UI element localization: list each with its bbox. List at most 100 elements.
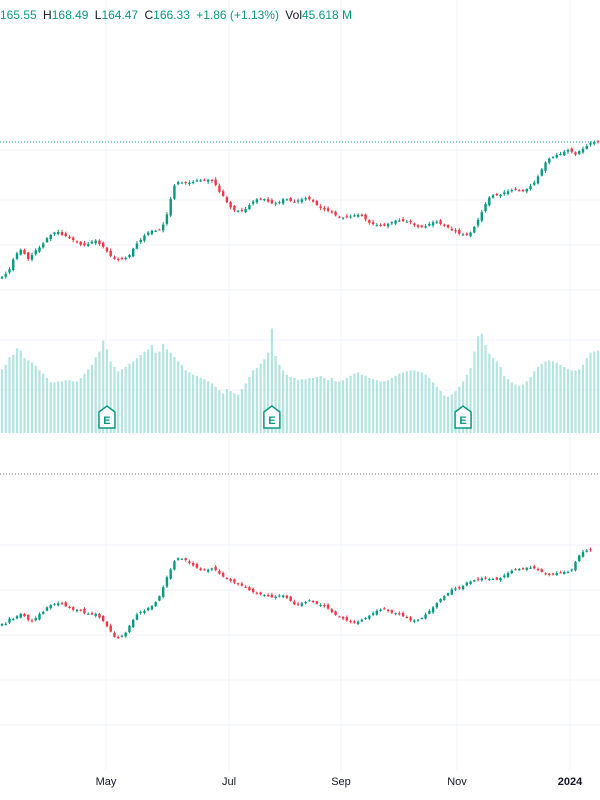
volume-bar — [420, 372, 423, 433]
volume-bar — [342, 380, 345, 433]
lower-candle-body — [8, 618, 11, 623]
lower-candle-body — [401, 613, 405, 617]
volume-bar — [319, 375, 322, 433]
volume-bar — [394, 375, 397, 433]
volume-bar — [555, 362, 558, 433]
volume-bar — [267, 352, 270, 433]
volume-bar — [98, 351, 101, 433]
grid-lines — [0, 0, 600, 770]
price-candle-body — [551, 156, 555, 158]
lower-candle-body — [589, 549, 592, 551]
lower-candle-body — [12, 619, 15, 621]
price-candle-body — [0, 276, 4, 279]
lower-candle-body — [368, 615, 371, 619]
lower-candle-body — [503, 575, 506, 578]
volume-bars — [0, 328, 600, 433]
price-candle-body — [120, 258, 124, 260]
price-candle-body — [251, 201, 255, 204]
volume-bar — [158, 351, 161, 433]
volume-bar — [398, 373, 401, 433]
volume-bar — [581, 364, 585, 433]
lower-candle-body — [585, 550, 588, 552]
lower-candle-body — [443, 596, 446, 600]
lower-candle-body — [563, 571, 566, 574]
volume-bar — [297, 380, 300, 433]
price-candle-body — [488, 197, 491, 206]
volume-bar — [105, 349, 109, 433]
volume-bar — [548, 360, 551, 433]
low-label: L — [94, 8, 102, 22]
price-candle-body — [180, 182, 184, 184]
lower-candle-body — [270, 594, 274, 598]
lower-candle-body — [83, 608, 86, 614]
lower-candle-body — [330, 609, 334, 613]
lower-candle-body — [578, 555, 581, 562]
volume-bar — [218, 390, 221, 433]
high-value: 168.49 — [51, 8, 89, 22]
lower-candle-body — [345, 617, 349, 621]
volume-value: 45.618 M — [301, 8, 353, 22]
earnings-marker-badge — [98, 405, 116, 429]
price-candle-body — [266, 199, 270, 202]
lower-candle-body — [45, 607, 49, 611]
price-candle-body — [454, 230, 457, 232]
price-candle-body — [139, 240, 142, 243]
volume-bar — [416, 371, 420, 433]
lower-candle-body — [484, 577, 487, 579]
volume-bar — [274, 356, 277, 433]
x-tick-label: May — [96, 776, 117, 788]
volume-bar — [312, 378, 315, 433]
price-candle-body — [315, 200, 319, 206]
lower-candle-body — [255, 592, 259, 594]
volume-bar — [248, 376, 251, 433]
lower-candle-body — [518, 568, 521, 571]
lower-candle-body — [319, 605, 322, 606]
volume-bar — [68, 380, 71, 433]
lower-candle-body — [23, 613, 26, 617]
lower-candle-body — [143, 610, 146, 613]
price-candle-body — [87, 244, 90, 246]
volume-bar — [491, 358, 495, 433]
price-candle-body — [514, 188, 517, 190]
price-candle-body — [161, 224, 165, 231]
volume-bar — [139, 354, 142, 433]
price-candle-body — [360, 214, 364, 216]
price-candle-body — [480, 211, 483, 221]
volume-bar — [334, 381, 337, 433]
price-candle-body — [98, 240, 101, 245]
price-candle-body — [326, 208, 330, 211]
price-candle-body — [338, 216, 341, 218]
lower-candle-body — [117, 636, 120, 638]
lower-candle-body — [251, 588, 255, 592]
price-candle-body — [221, 191, 225, 196]
volume-bar — [345, 378, 348, 433]
price-candle-body — [465, 233, 469, 235]
lower-candle-body — [491, 579, 495, 580]
lower-candle-body — [169, 569, 172, 579]
price-candle-body — [206, 179, 210, 182]
volume-bar — [330, 378, 333, 433]
volume-bar — [214, 386, 217, 433]
lower-candle-body — [510, 570, 513, 574]
volume-bar — [480, 334, 483, 433]
volume-bar — [589, 352, 592, 433]
price-candle-body — [510, 190, 513, 192]
volume-bar — [469, 368, 472, 433]
volume-bar — [383, 381, 386, 433]
lower-candle-body — [439, 599, 442, 602]
lower-candle-body — [521, 568, 525, 570]
volume-bar — [90, 364, 94, 433]
lower-candle-body — [248, 587, 251, 591]
volume-bar — [150, 345, 154, 433]
volume-bar — [87, 369, 90, 433]
price-candle-body — [345, 216, 349, 218]
lower-candle-body — [30, 620, 34, 622]
earnings-marker: E — [263, 405, 281, 429]
lower-candle-body — [465, 582, 469, 586]
lower-candle-body — [431, 607, 435, 613]
price-candle-body — [184, 181, 187, 183]
high-label: H — [43, 8, 52, 22]
volume-bar — [49, 382, 52, 433]
